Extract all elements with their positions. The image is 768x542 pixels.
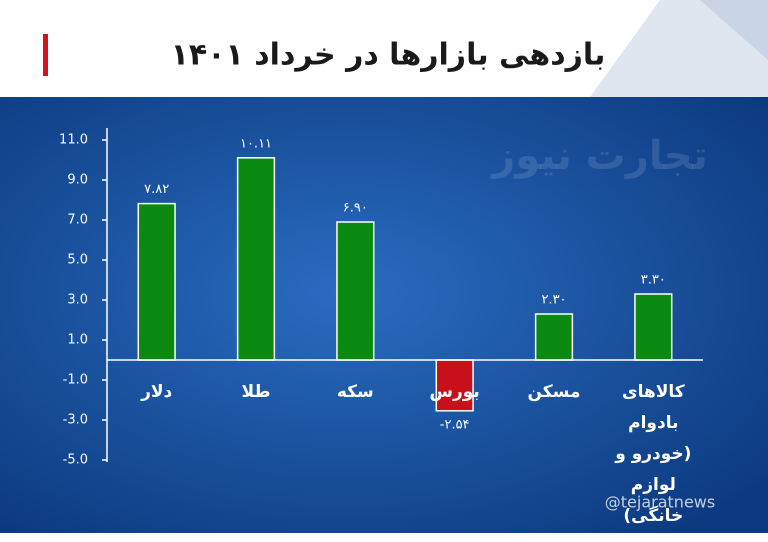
x-tick-label: مسکن	[527, 382, 581, 402]
y-tick-label: 5.0	[67, 253, 88, 268]
x-tick-label: سکه	[336, 382, 374, 402]
value-label: ۷.۸۲	[144, 182, 169, 197]
bar	[336, 221, 375, 361]
watermark: تجارت نیوز	[490, 133, 707, 179]
value-label: ۶.۹۰	[343, 201, 368, 216]
x-tick-label: بورس	[429, 382, 480, 402]
x-tick-label: دلار	[141, 382, 173, 402]
decoration	[590, 0, 768, 97]
value-label: ۳.۳۰	[641, 273, 666, 288]
y-tick-label: -1.0	[63, 373, 88, 388]
title-accent	[43, 34, 48, 76]
y-tick-label: -5.0	[63, 453, 88, 468]
bar	[534, 313, 574, 361]
value-label: ۱۰.۱۱	[240, 136, 272, 151]
bar	[435, 359, 474, 412]
bar	[634, 293, 673, 361]
credit: @tejaratnews	[605, 493, 715, 512]
bar	[137, 202, 176, 361]
y-tick-label: 11.0	[59, 133, 88, 148]
x-tick-label: کالاهای بادوام (خودرو و لوازم خانگی)	[615, 382, 692, 526]
y-tick-label: 7.0	[67, 213, 88, 228]
y-tick-label: -3.0	[63, 413, 88, 428]
y-tick-label: 1.0	[67, 333, 88, 348]
x-tick-label: طلا	[241, 382, 271, 402]
y-tick-label: 9.0	[67, 173, 88, 188]
chart-title: بازدهی بازارها در خرداد ۱۴۰۱	[171, 38, 606, 73]
decoration	[700, 0, 768, 60]
value-label: -۲.۵۴	[440, 417, 470, 432]
bar	[236, 157, 276, 361]
value-label: ۲.۳۰	[541, 293, 566, 308]
y-tick-label: 3.0	[67, 293, 88, 308]
